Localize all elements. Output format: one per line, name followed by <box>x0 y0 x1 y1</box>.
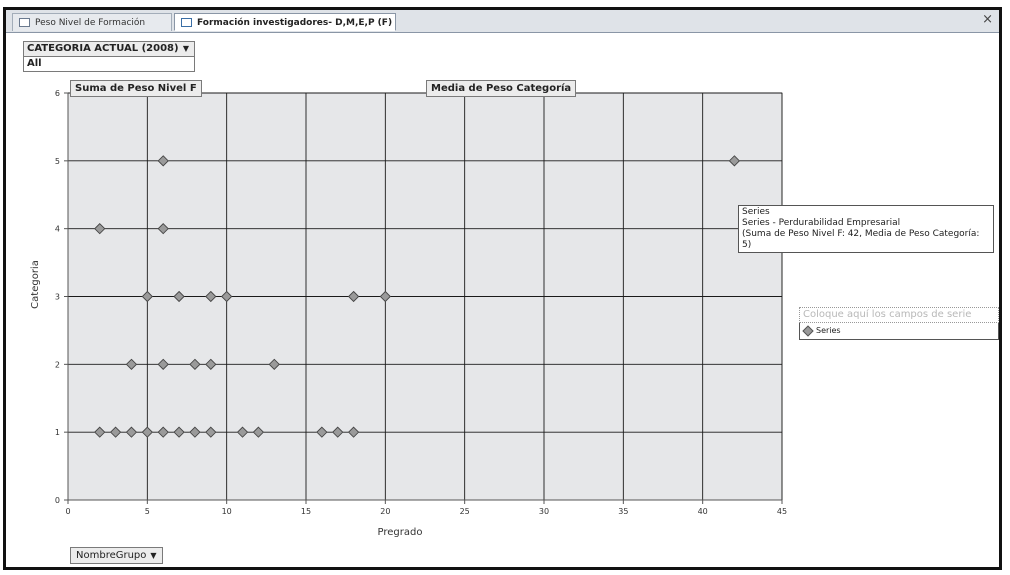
tab-bar: Peso Nivel de Formación Formación invest… <box>6 10 999 33</box>
diamond-marker-icon <box>802 324 814 337</box>
x-tick-label: 35 <box>618 507 628 516</box>
data-point <box>379 290 391 303</box>
tooltip-series-detail: Series - Perdurabilidad Empresarial <box>742 218 901 228</box>
data-point <box>125 426 138 438</box>
x-tick-label: 0 <box>65 507 70 516</box>
data-point <box>173 290 185 303</box>
filter-value[interactable]: All <box>23 57 195 72</box>
data-point <box>109 426 122 438</box>
data-point <box>173 426 185 438</box>
x-tick-label: 15 <box>301 507 311 516</box>
data-point <box>157 223 169 235</box>
data-point <box>157 426 169 438</box>
data-point <box>236 426 249 438</box>
tab-label: Peso Nivel de Formación <box>35 18 146 28</box>
dropdown-arrow-icon: ▼ <box>182 44 189 53</box>
scatter-chart: 0 5 10 15 20 25 30 35 40 450123456PregradoCategor… <box>30 89 787 538</box>
dropdown-arrow-icon: ▼ <box>150 551 157 560</box>
data-point <box>221 290 233 303</box>
x-tick-label: 25 <box>460 507 470 516</box>
pivot-chart-window: Peso Nivel de Formación Formación invest… <box>3 7 1002 570</box>
y-tick-label: 3 <box>55 293 60 302</box>
data-point <box>252 426 265 438</box>
data-point <box>205 358 217 370</box>
data-point <box>316 426 328 438</box>
legend-entry[interactable]: Series <box>799 323 999 340</box>
data-point <box>189 426 201 438</box>
filter-box: CATEGORIA ACTUAL (2008) ▼ All <box>23 41 195 72</box>
data-point <box>205 426 217 438</box>
data-point <box>157 358 169 370</box>
data-point <box>728 155 741 167</box>
filter-field-button[interactable]: CATEGORIA ACTUAL (2008) ▼ <box>23 41 195 57</box>
chart-area: 0 5 10 15 20 25 30 35 40 45 0 1 2 3 4 5 6 Pregrado Categor… <box>6 33 999 567</box>
close-icon[interactable]: × <box>982 12 993 27</box>
category-field-label: NombreGrupo <box>76 550 147 561</box>
sum-field-label[interactable]: Suma de Peso Nivel F <box>70 80 202 97</box>
data-point <box>332 426 344 438</box>
x-tick-label: 10 <box>222 507 232 516</box>
series-drop-zone[interactable]: Coloque aquí los campos de serie <box>799 307 999 323</box>
y-tick-label: 4 <box>55 225 60 234</box>
tab-formacion-investigadores[interactable]: Formación investigadores- D,M,E,P (F) <box>174 13 396 31</box>
mean-field-label[interactable]: Media de Peso Categoría <box>426 80 577 97</box>
filter-field-label: CATEGORIA ACTUAL (2008) <box>27 43 179 54</box>
data-point-tooltip: Series Series - Perdurabilidad Empresari… <box>738 205 994 253</box>
tab-label: Formación investigadores- D,M,E,P (F) <box>197 18 393 28</box>
data-point <box>347 426 360 438</box>
y-tick-label: 5 <box>55 157 60 166</box>
data-point <box>94 426 106 438</box>
y-tick-label: 6 <box>55 89 60 98</box>
legend: Coloque aquí los campos de serie Series <box>799 307 999 340</box>
data-point <box>125 358 138 370</box>
y-tick-label: 1 <box>55 428 60 437</box>
data-point <box>141 426 153 438</box>
data-point <box>268 358 280 370</box>
legend-entry-label: Series <box>816 326 841 335</box>
x-axis-title: Pregrado <box>378 527 423 538</box>
data-point <box>141 290 153 303</box>
table-icon <box>19 18 30 27</box>
y-axis-title: Categoria <box>30 260 41 309</box>
y-tick-label: 0 <box>55 496 60 505</box>
x-tick-label: 40 <box>698 507 708 516</box>
data-point <box>347 290 360 303</box>
y-tick-label: 2 <box>55 360 60 369</box>
category-field-button[interactable]: NombreGrupo ▼ <box>70 547 163 564</box>
tooltip-series: Series <box>742 207 770 217</box>
chart-icon <box>181 18 192 27</box>
data-point <box>94 223 106 235</box>
tooltip-values: (Suma de Peso Nivel F: 42, Media de Peso… <box>742 229 980 250</box>
data-point <box>205 290 217 303</box>
data-point <box>189 358 201 370</box>
tab-peso-nivel-formacion[interactable]: Peso Nivel de Formación <box>12 13 172 31</box>
data-point <box>157 155 169 167</box>
x-tick-label: 5 <box>145 507 150 516</box>
x-tick-label: 30 <box>539 507 549 516</box>
x-tick-label: 45 <box>777 507 787 516</box>
x-tick-label: 20 <box>380 507 390 516</box>
